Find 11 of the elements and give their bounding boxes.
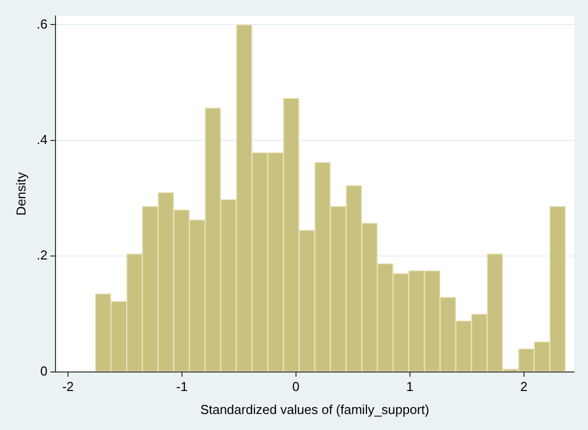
x-tick-label: 1 bbox=[406, 379, 414, 394]
x-tick-label: -2 bbox=[62, 379, 74, 394]
y-tick-label: .6 bbox=[36, 16, 48, 32]
x-tick-label: 2 bbox=[520, 379, 528, 394]
x-tick-label: -1 bbox=[176, 379, 188, 394]
y-axis-title: Density bbox=[13, 172, 28, 216]
x-tick-label: 0 bbox=[292, 379, 300, 394]
x-axis-title: Standardized values of (family_support) bbox=[200, 402, 430, 417]
y-tick-label: .2 bbox=[36, 248, 48, 263]
y-tick-label: 0 bbox=[40, 363, 48, 378]
y-tick-label: .4 bbox=[36, 132, 48, 147]
